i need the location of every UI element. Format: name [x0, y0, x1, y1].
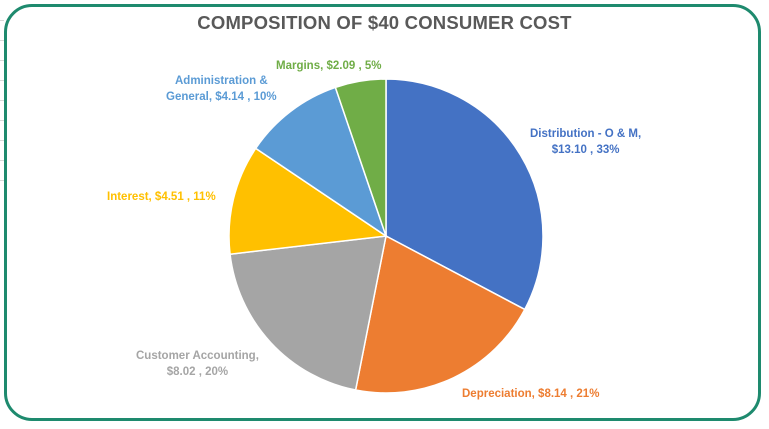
- pie-slice-interest[interactable]: [228, 147, 389, 256]
- sheet-gridline: [0, 140, 4, 141]
- pie-slice-margins[interactable]: [334, 78, 387, 237]
- data-label-customer-accounting: Customer Accounting, $8.02 , 20%: [136, 348, 259, 380]
- data-label-line: $13.10 , 33%: [551, 144, 620, 156]
- sheet-gridline: [0, 120, 4, 121]
- pie-slice-customer-accounting[interactable]: [229, 235, 387, 391]
- data-label-line: Margins, $2.09 , 5%: [276, 60, 382, 72]
- sheet-gridline: [0, 180, 4, 181]
- chart-title: COMPOSITION OF $40 CONSUMER COST: [197, 12, 572, 33]
- pie-slice-administration-general[interactable]: [254, 86, 388, 238]
- data-label-line: $8.02 , 20%: [166, 366, 229, 378]
- sheet-gridline: [0, 20, 4, 21]
- sheet-gridline: [0, 60, 4, 61]
- data-label-line: General, $4.14 , 10%: [166, 91, 277, 103]
- data-label-distribution: Distribution - O & M, $13.10 , 33%: [530, 126, 641, 158]
- data-label-administration-general: Administration & General, $4.14 , 10%: [166, 73, 277, 105]
- data-label-margins: Margins, $2.09 , 5%: [276, 58, 381, 74]
- sheet-gridline: [0, 40, 4, 41]
- data-label-line: Administration &: [174, 75, 268, 87]
- data-label-line: Customer Accounting,: [136, 350, 259, 362]
- data-label-interest: Interest, $4.51 , 11%: [107, 189, 216, 205]
- sheet-gridline: [0, 100, 4, 101]
- sheet-gridline: [0, 160, 4, 161]
- data-label-line: Interest, $4.51 , 11%: [107, 191, 216, 203]
- sheet-gridline: [0, 80, 4, 81]
- data-label-line: Distribution - O & M,: [530, 128, 642, 140]
- data-label-line: Depreciation, $8.14 , 21%: [462, 388, 600, 400]
- pie-slice-distribution-o-m[interactable]: [385, 78, 544, 311]
- data-label-depreciation: Depreciation, $8.14 , 21%: [462, 386, 599, 402]
- pie-slice-depreciation[interactable]: [354, 234, 526, 394]
